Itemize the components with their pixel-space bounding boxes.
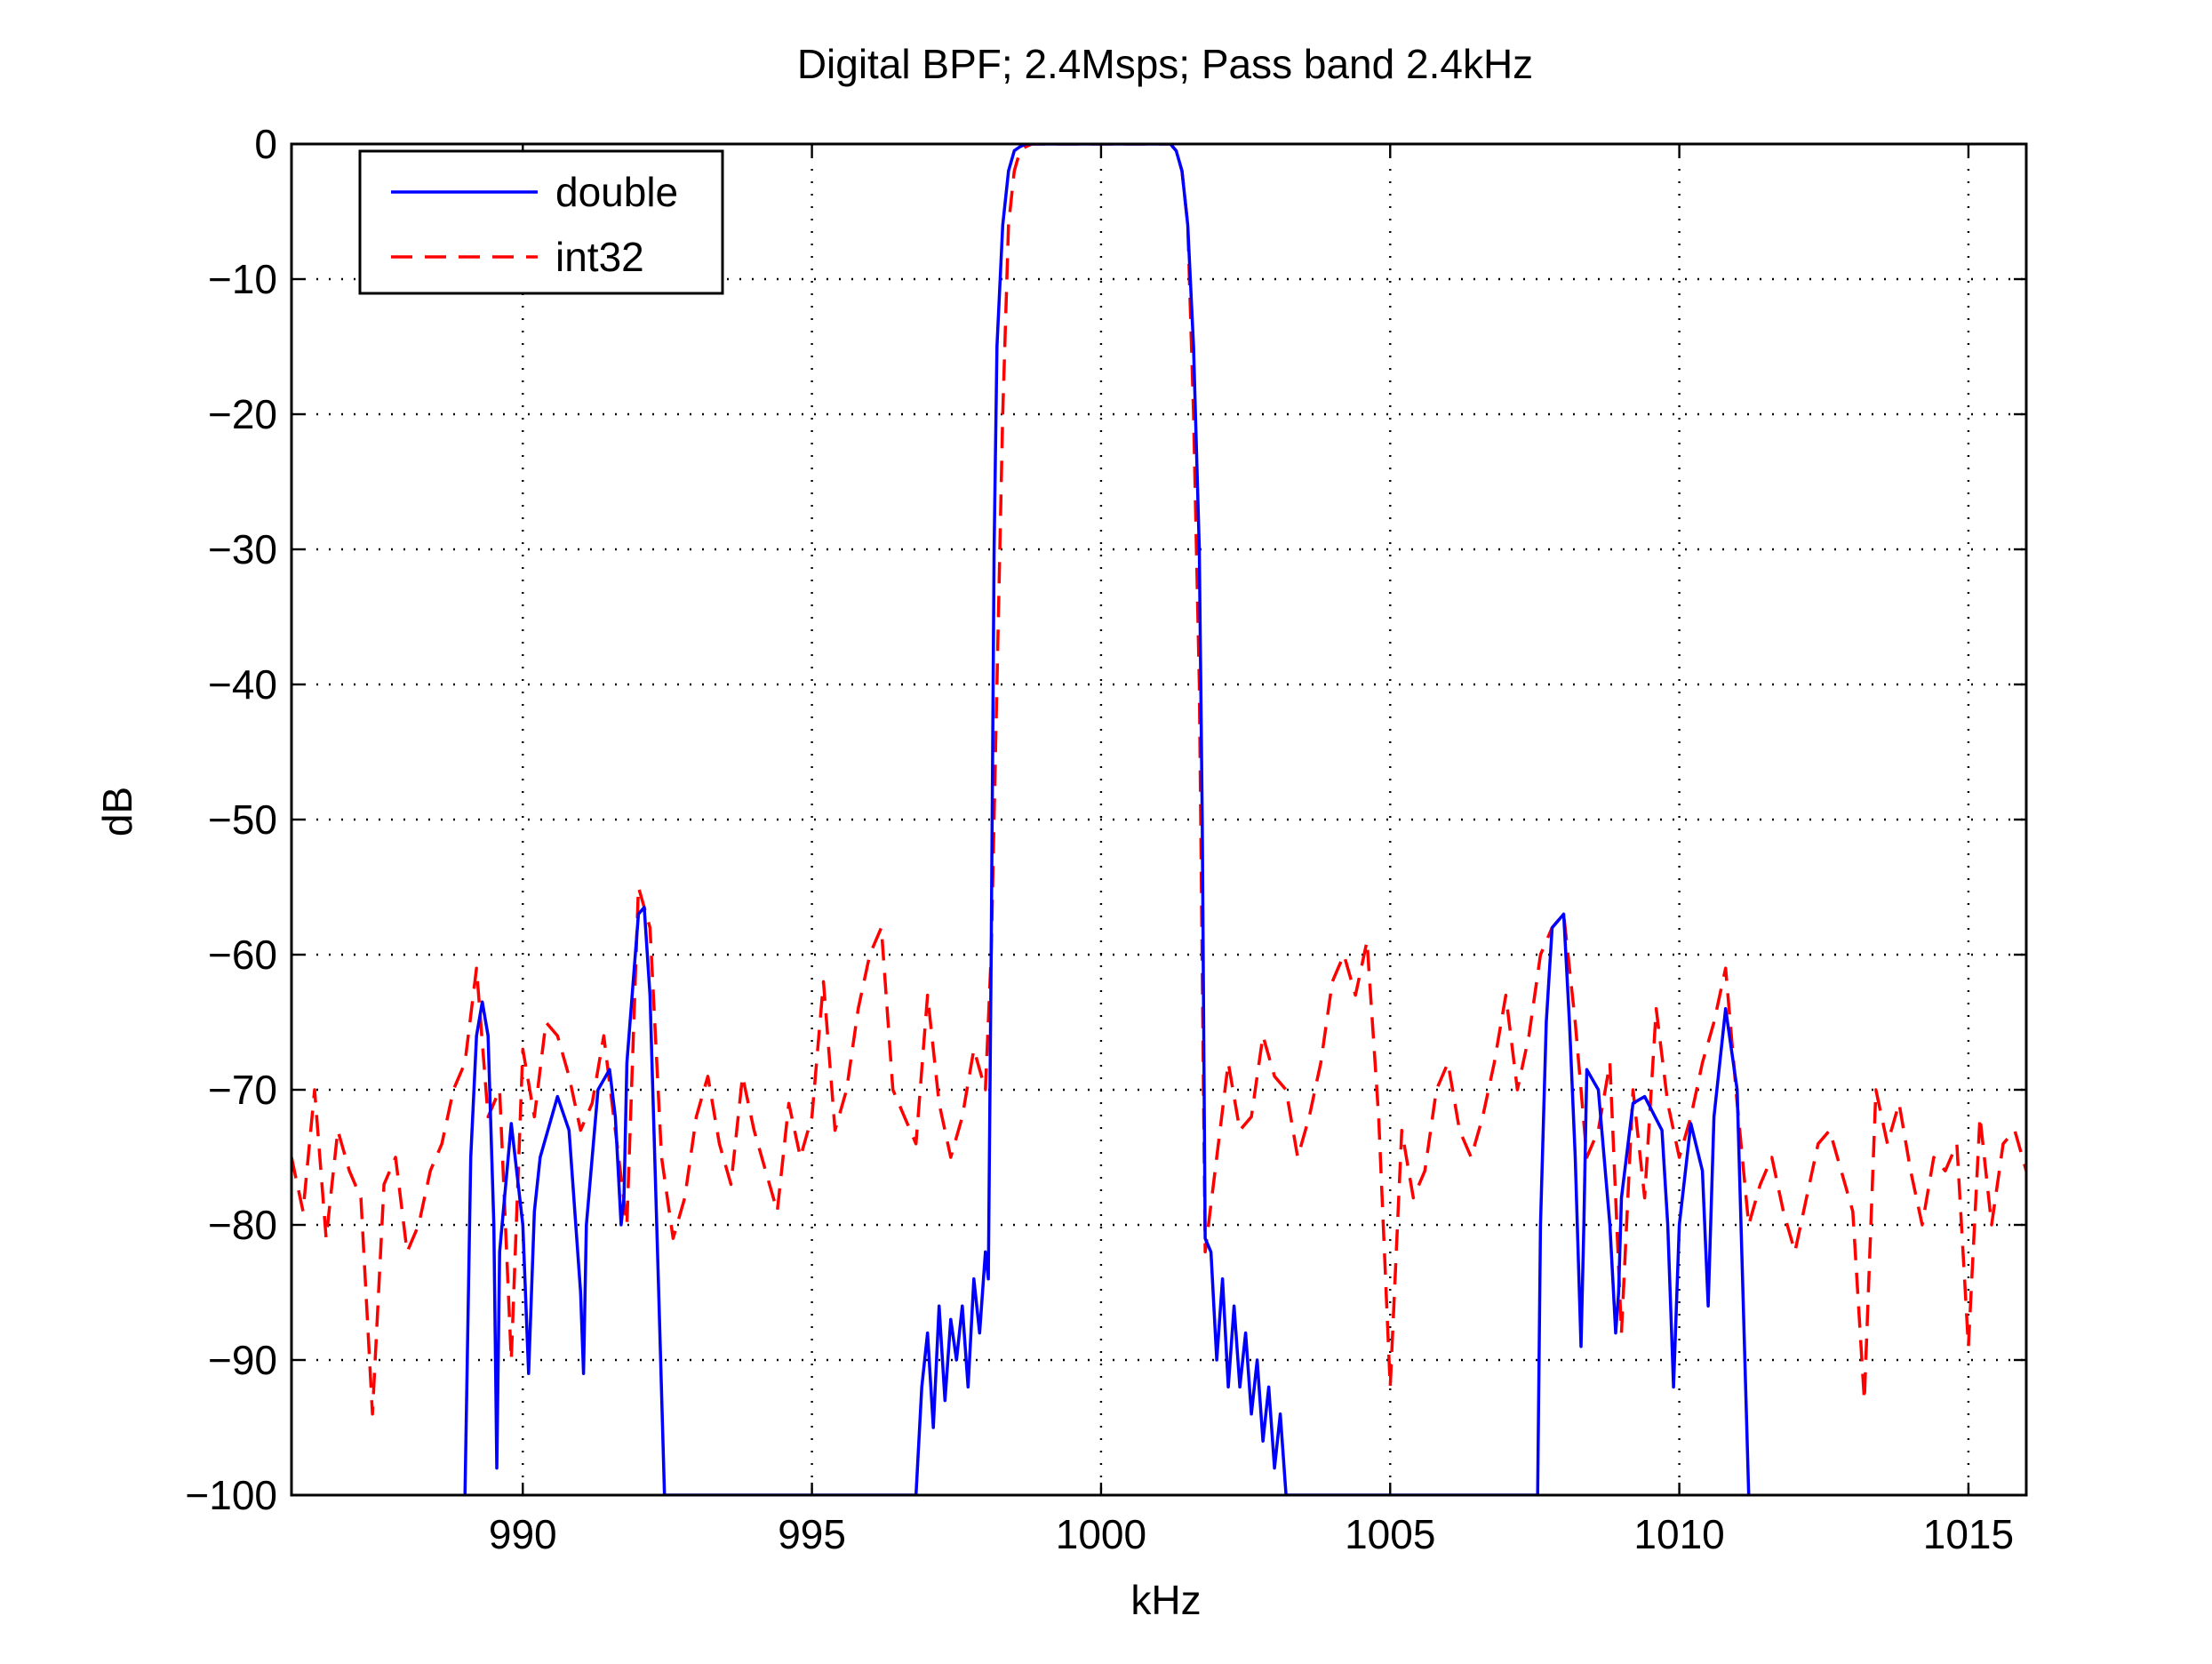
y-tick-label: −50	[208, 796, 277, 843]
legend: double int32	[358, 149, 724, 295]
x-tick-label: 990	[489, 1511, 557, 1557]
y-axis-label: dB	[94, 787, 140, 836]
x-tick-label: 1000	[1056, 1511, 1146, 1557]
y-tick-label: −10	[208, 256, 277, 302]
ticks-layer: 990 995 1000 1005 1010 1015 0 −10 −20 −30 −40 −50 −6…	[185, 121, 2026, 1557]
grid-layer	[291, 142, 2026, 1497]
y-tick-label: −100	[185, 1472, 277, 1518]
chart-title: Digital BPF; 2.4Msps; Pass band 2.4kHz	[797, 41, 1533, 87]
x-tick-label: 1010	[1633, 1511, 1724, 1557]
y-tick-label: −30	[208, 526, 277, 572]
y-tick-label: −20	[208, 391, 277, 437]
x-tick-label: 995	[778, 1511, 846, 1557]
x-axis-label: kHz	[1130, 1577, 1201, 1623]
legend-box	[358, 149, 724, 295]
series-line-double	[463, 144, 1751, 1495]
y-tick-label: −80	[208, 1202, 277, 1248]
y-tick-label: −90	[208, 1337, 277, 1383]
y-tick-label: 0	[254, 121, 277, 167]
x-tick-label: 1015	[1923, 1511, 2014, 1557]
y-tick-label: −60	[208, 932, 277, 978]
series-layer	[291, 144, 2026, 1495]
legend-label-double: double	[555, 169, 678, 215]
legend-label-int32: int32	[555, 234, 644, 280]
x-tick-label: 1005	[1345, 1511, 1435, 1557]
y-tick-label: −70	[208, 1067, 277, 1113]
y-tick-label: −40	[208, 661, 277, 708]
